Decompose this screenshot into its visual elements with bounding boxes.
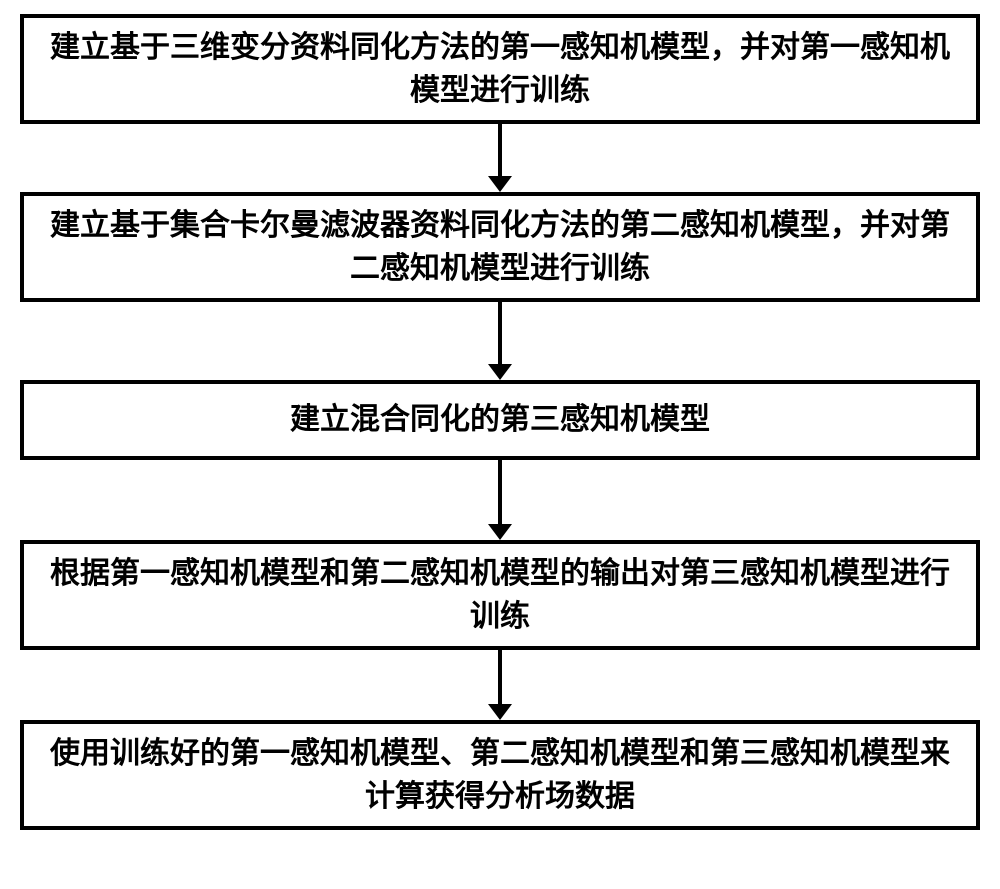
arrow-shaft — [498, 460, 502, 526]
flow-node-step2: 建立基于集合卡尔曼滤波器资料同化方法的第二感知机模型，并对第二感知机模型进行训练 — [20, 192, 980, 302]
arrow-shaft — [498, 302, 502, 366]
flow-node-label: 建立基于三维变分资料同化方法的第一感知机模型，并对第一感知机模型进行训练 — [42, 26, 958, 113]
flow-arrow — [488, 460, 512, 540]
flow-arrow — [488, 302, 512, 380]
arrow-shaft — [498, 650, 502, 706]
flow-node-label: 建立混合同化的第三感知机模型 — [290, 398, 710, 442]
arrow-head-icon — [488, 176, 512, 192]
flow-node-label: 根据第一感知机模型和第二感知机模型的输出对第三感知机模型进行训练 — [42, 552, 958, 639]
flow-arrow — [488, 124, 512, 192]
flow-node-step1: 建立基于三维变分资料同化方法的第一感知机模型，并对第一感知机模型进行训练 — [20, 14, 980, 124]
flow-node-step3: 建立混合同化的第三感知机模型 — [20, 380, 980, 460]
arrow-head-icon — [488, 704, 512, 720]
flow-node-step4: 根据第一感知机模型和第二感知机模型的输出对第三感知机模型进行训练 — [20, 540, 980, 650]
flow-node-label: 使用训练好的第一感知机模型、第二感知机模型和第三感知机模型来计算获得分析场数据 — [42, 732, 958, 819]
arrow-head-icon — [488, 524, 512, 540]
flowchart-container: 建立基于三维变分资料同化方法的第一感知机模型，并对第一感知机模型进行训练建立基于… — [0, 0, 1000, 830]
flow-node-label: 建立基于集合卡尔曼滤波器资料同化方法的第二感知机模型，并对第二感知机模型进行训练 — [42, 204, 958, 291]
flow-arrow — [488, 650, 512, 720]
arrow-shaft — [498, 124, 502, 178]
flow-node-step5: 使用训练好的第一感知机模型、第二感知机模型和第三感知机模型来计算获得分析场数据 — [20, 720, 980, 830]
arrow-head-icon — [488, 364, 512, 380]
